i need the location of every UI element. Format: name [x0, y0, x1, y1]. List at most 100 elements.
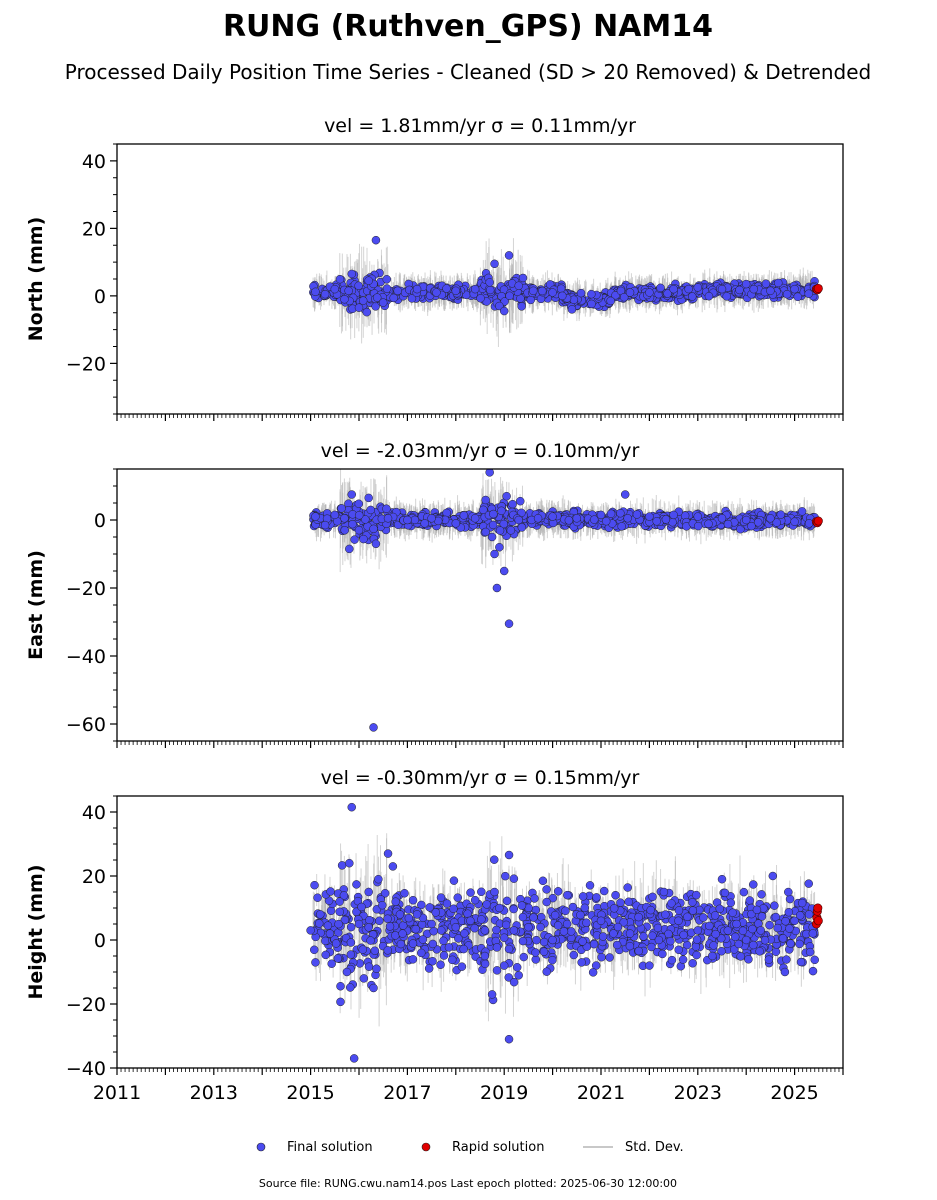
- final-solution-point: [495, 542, 504, 552]
- final-solution-point: [723, 519, 733, 529]
- final-solution-point: [502, 491, 511, 501]
- final-solution-point: [508, 499, 517, 509]
- final-solution-point: [451, 519, 461, 528]
- final-solution-point: [350, 535, 359, 544]
- ytick-label: 40: [82, 151, 106, 173]
- final-solution-point: [354, 510, 364, 520]
- final-solution-point: [704, 291, 714, 301]
- final-solution-point: [354, 303, 364, 312]
- final-solution-point: [533, 514, 543, 523]
- final-solution-point: [407, 294, 417, 303]
- final-solution-point: [606, 509, 616, 519]
- final-solution-point: [753, 518, 763, 527]
- final-solution-point: [383, 514, 393, 523]
- final-solution-point: [684, 284, 693, 294]
- final-solution-point: [717, 514, 727, 523]
- final-solution-point: [663, 289, 672, 298]
- final-solution-point: [347, 269, 356, 279]
- final-solution-point: [587, 299, 596, 309]
- final-solution-point: [693, 512, 703, 521]
- ytick-label: 20: [82, 218, 106, 240]
- final-solution-point: [371, 235, 381, 245]
- final-solution-point: [506, 526, 516, 535]
- final-solution-point: [548, 288, 557, 297]
- final-solution-point: [564, 516, 574, 525]
- final-solution-point: [499, 306, 509, 316]
- final-solution-point: [345, 544, 354, 554]
- final-solution-point: [369, 723, 378, 732]
- final-solution-point: [337, 504, 346, 513]
- final-solution-point: [364, 493, 373, 503]
- final-solution-point: [548, 512, 557, 521]
- final-solution-point: [645, 512, 654, 521]
- final-solution-point: [790, 517, 799, 526]
- final-solution-point: [442, 508, 451, 518]
- final-solution-point: [505, 291, 514, 301]
- final-solution-point: [619, 292, 629, 302]
- final-solution-point: [340, 526, 349, 535]
- final-solution-point: [432, 288, 441, 297]
- plot-area-north: [309, 235, 823, 348]
- final-solution-point: [661, 515, 671, 524]
- panel-title-east: vel = -2.03mm/yr σ = 0.10mm/yr: [321, 440, 640, 462]
- final-solution-point: [354, 281, 363, 291]
- final-solution-point: [382, 284, 392, 293]
- final-solution-point: [797, 507, 807, 516]
- final-solution-point: [485, 278, 494, 287]
- final-solution-point: [492, 583, 502, 593]
- final-solution-point: [410, 515, 420, 525]
- final-solution-point: [517, 523, 527, 532]
- final-solution-point: [369, 524, 378, 534]
- final-solution-point: [717, 284, 727, 294]
- final-solution-point: [576, 288, 586, 298]
- final-solution-point: [747, 521, 756, 531]
- final-solution-point: [495, 526, 505, 535]
- final-solution-point: [722, 292, 731, 301]
- final-solution-point: [442, 284, 451, 293]
- final-solution-point: [311, 287, 320, 297]
- final-solution-point: [514, 515, 523, 525]
- final-solution-point: [320, 289, 330, 299]
- final-solution-point: [735, 285, 744, 295]
- final-solution-point: [412, 284, 422, 294]
- final-solution-point: [485, 469, 494, 477]
- final-solution-point: [606, 296, 615, 306]
- final-solution-point: [782, 289, 792, 299]
- final-solution-point: [330, 284, 340, 294]
- final-solution-point: [669, 284, 678, 294]
- final-solution-point: [587, 289, 596, 299]
- final-solution-point: [354, 499, 364, 509]
- rapid-solution-point: [813, 283, 823, 293]
- final-solution-point: [518, 273, 528, 283]
- final-solution-point: [340, 514, 349, 523]
- final-solution-point: [693, 521, 703, 531]
- ytick-label: −20: [66, 578, 106, 600]
- final-solution-point: [632, 510, 642, 519]
- final-solution-point: [499, 566, 509, 576]
- final-solution-point: [481, 495, 490, 505]
- ylabel-east: East (mm): [25, 550, 47, 660]
- final-solution-point: [361, 515, 370, 524]
- final-solution-point: [348, 519, 357, 529]
- ytick-label: −60: [66, 714, 106, 736]
- final-solution-point: [528, 286, 538, 296]
- final-solution-point: [749, 284, 759, 294]
- final-solution-point: [470, 514, 480, 523]
- rapid-solution-point: [813, 516, 823, 526]
- ytick-label: 0: [94, 286, 106, 308]
- final-solution-point: [427, 514, 436, 523]
- final-solution-point: [420, 519, 429, 528]
- final-solution-point: [481, 527, 490, 537]
- ytick-label: −20: [66, 353, 106, 375]
- final-solution-point: [567, 305, 577, 314]
- final-solution-point: [504, 619, 514, 628]
- panel-title-height: vel = -0.30mm/yr σ = 0.15mm/yr: [321, 767, 640, 789]
- final-solution-point: [558, 291, 567, 301]
- final-solution-point: [804, 519, 814, 528]
- final-solution-point: [617, 522, 626, 531]
- ylabel-height: Height (mm): [25, 864, 47, 999]
- final-solution-point: [372, 293, 382, 302]
- final-solution-point: [572, 514, 582, 523]
